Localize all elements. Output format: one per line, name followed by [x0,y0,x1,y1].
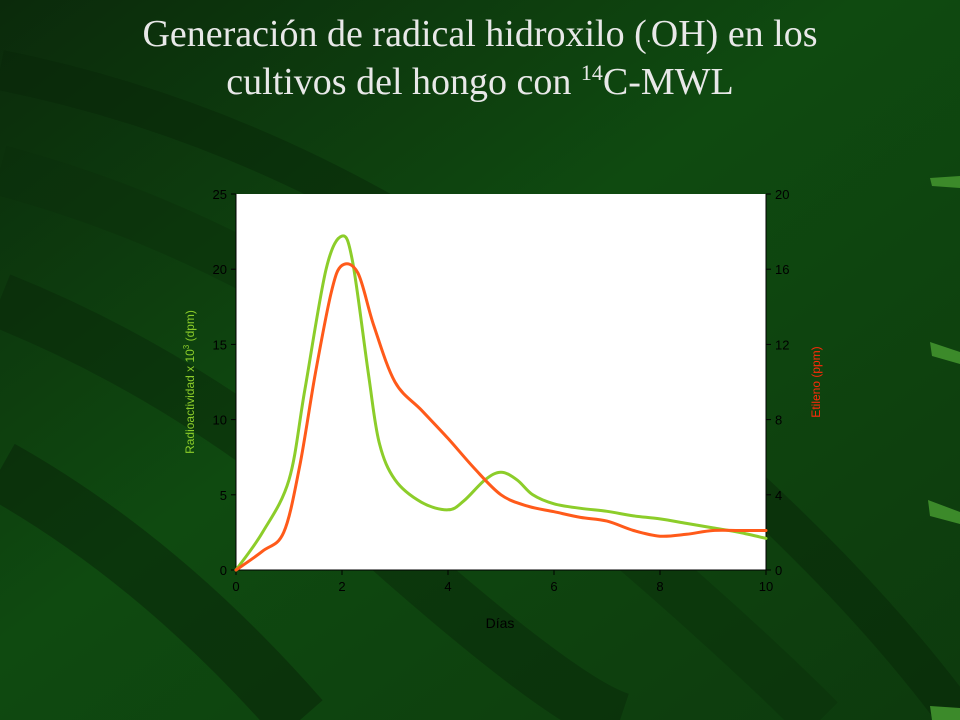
decorative-stripe-1 [930,176,960,188]
y-right-tick-label: 4 [775,488,782,503]
x-tick-label: 10 [759,579,773,594]
y-left-tick-label: 25 [213,187,227,202]
x-axis-label: Días [486,615,515,631]
decorative-stripe-2 [930,342,960,364]
decorative-stripe-4 [930,706,960,720]
slide-title-line-1: Generación de radical hidroxilo (.OH) en… [142,13,818,55]
y-right-tick-label: 20 [775,187,789,202]
x-tick-label: 0 [232,579,239,594]
x-tick-label: 6 [550,579,557,594]
y-left-tick-label: 0 [220,563,227,578]
x-tick-label: 2 [338,579,345,594]
y-right-tick-label: 16 [775,262,789,277]
y-left-tick-label: 10 [213,413,227,428]
ethylene-series-line [234,262,768,572]
series-layer [234,234,768,572]
y-right-tick-label: 12 [775,337,789,352]
y-left-tick-label: 5 [220,488,227,503]
radioactivity-series-line [234,234,768,572]
y-right-axis-label: Etileno (ppm) [809,346,823,417]
slide-title-line-2: cultivos del hongo con 14C-MWL [226,60,734,103]
decorative-stripe-3 [928,500,960,524]
x-tick-label: 4 [444,579,451,594]
y-left-tick-label: 15 [213,337,227,352]
y-right-tick-label: 8 [775,413,782,428]
x-tick-label: 8 [656,579,663,594]
slide-title: Generación de radical hidroxilo (.OH) en… [0,10,960,106]
y-left-tick-label: 20 [213,262,227,277]
y-left-axis-label: Radioactividad x 103 (dpm) [182,310,197,454]
plot-area [236,194,766,570]
y-right-tick-label: 0 [775,563,782,578]
